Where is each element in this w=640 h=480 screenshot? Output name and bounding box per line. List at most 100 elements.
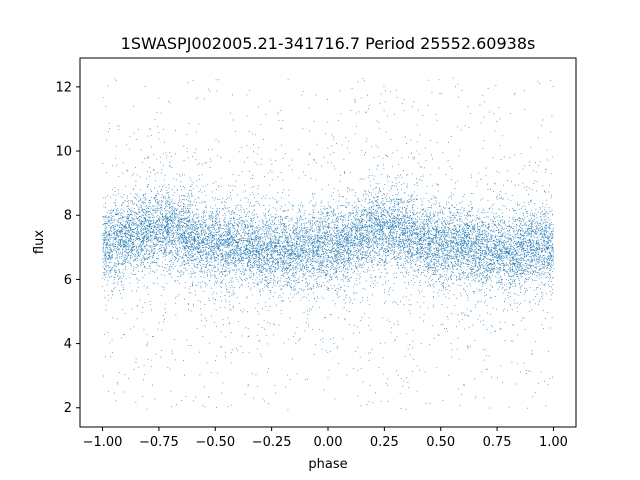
data-point: [545, 248, 547, 250]
data-point: [109, 262, 111, 264]
data-point: [139, 218, 141, 220]
data-point: [133, 242, 135, 244]
data-point: [146, 229, 148, 231]
data-point: [458, 272, 460, 274]
data-point: [163, 267, 165, 268]
data-point: [212, 249, 214, 251]
data-point: [319, 226, 321, 228]
data-point: [258, 242, 259, 244]
data-point: [344, 239, 346, 241]
data-point: [298, 220, 300, 222]
data-point: [187, 246, 188, 248]
data-point: [352, 223, 354, 224]
data-point: [117, 243, 119, 245]
data-point: [145, 220, 146, 222]
data-point: [550, 241, 552, 243]
data-point: [164, 250, 166, 252]
data-point: [439, 281, 440, 283]
data-point: [552, 261, 554, 262]
data-point: [237, 224, 238, 226]
data-point: [325, 257, 327, 258]
data-point: [226, 259, 228, 261]
data-point: [472, 260, 474, 262]
data-point: [284, 268, 286, 270]
data-point: [371, 212, 373, 214]
data-point: [174, 241, 175, 242]
data-point: [135, 167, 136, 168]
data-point: [423, 208, 425, 210]
data-point: [171, 210, 173, 212]
data-point: [415, 232, 417, 233]
data-point: [547, 238, 549, 240]
data-point: [379, 188, 380, 190]
data-point: [380, 230, 382, 232]
data-point: [457, 244, 459, 245]
data-point: [256, 244, 257, 246]
data-point: [486, 266, 488, 267]
data-point: [197, 234, 199, 236]
data-point: [172, 257, 174, 259]
data-point: [404, 229, 406, 230]
data-point: [272, 260, 274, 262]
data-point: [302, 230, 303, 232]
data-point: [302, 264, 304, 265]
data-point: [317, 219, 318, 221]
data-point: [476, 253, 478, 254]
data-point: [351, 235, 352, 237]
data-point: [496, 242, 498, 244]
data-point: [525, 270, 527, 272]
data-point: [276, 242, 278, 244]
data-point: [171, 225, 172, 227]
data-point: [542, 247, 544, 249]
data-point: [337, 279, 339, 281]
data-point: [294, 248, 296, 249]
data-point: [405, 250, 407, 252]
data-point: [166, 222, 168, 223]
data-point: [422, 222, 423, 224]
data-point: [134, 224, 135, 225]
data-point: [155, 180, 156, 182]
data-point: [158, 230, 160, 232]
data-point: [551, 255, 553, 256]
data-point: [436, 226, 438, 228]
data-point: [383, 110, 385, 112]
data-point: [166, 231, 167, 233]
data-point: [339, 247, 341, 248]
data-point: [511, 239, 513, 241]
data-point: [158, 186, 160, 188]
data-point: [371, 202, 373, 204]
data-point: [387, 174, 388, 176]
data-point: [257, 311, 258, 312]
data-point: [495, 269, 497, 270]
data-point: [235, 240, 237, 242]
data-point: [539, 246, 540, 248]
data-point: [266, 253, 268, 255]
data-point: [340, 174, 341, 176]
data-point: [440, 235, 442, 237]
data-point: [191, 212, 193, 213]
data-point: [174, 130, 176, 131]
data-point: [142, 261, 144, 263]
data-point: [146, 236, 147, 238]
data-point: [221, 282, 223, 284]
data-point: [466, 212, 468, 213]
data-point: [517, 240, 519, 242]
data-point: [338, 268, 340, 270]
data-point: [519, 248, 521, 250]
data-point: [365, 233, 367, 235]
data-point: [314, 218, 315, 220]
data-point: [493, 244, 495, 246]
data-point: [343, 225, 345, 227]
data-point: [157, 207, 159, 209]
data-point: [329, 266, 331, 268]
data-point: [439, 238, 441, 240]
data-point: [356, 278, 358, 280]
data-point: [187, 205, 189, 207]
data-point: [321, 251, 323, 252]
data-point: [243, 263, 245, 265]
data-point: [311, 272, 313, 274]
data-point: [239, 259, 240, 261]
data-point: [469, 254, 471, 256]
data-point: [283, 224, 285, 226]
data-point: [487, 368, 488, 370]
